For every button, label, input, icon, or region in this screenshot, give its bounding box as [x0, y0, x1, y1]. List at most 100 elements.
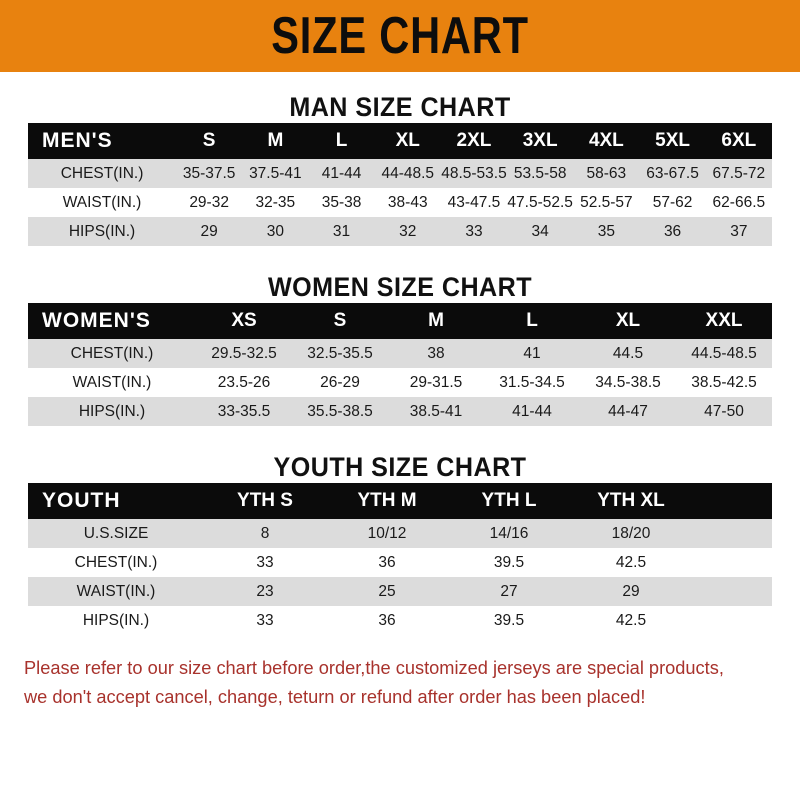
cell: 29-31.5: [409, 373, 463, 391]
section-youth: YOUTH SIZE CHART YOUTH YTH S YTH M YTH L…: [0, 452, 800, 642]
cell: 39.5: [493, 553, 525, 571]
cell: 31: [332, 222, 351, 240]
man-col-header: XL: [395, 130, 420, 151]
youth-table-body: YOUTH YTH S YTH M YTH L YTH XL U.S.SIZE …: [28, 483, 772, 635]
women-col-header: XXL: [705, 310, 743, 331]
row-label: WAIST(IN.): [76, 582, 156, 600]
size-chart-body: MAN SIZE CHART MEN'S S M L XL 2XL 3XL 4X…: [0, 92, 800, 711]
cell: 23: [256, 582, 274, 600]
youth-table-bottom-strip: [28, 635, 772, 642]
women-table-body: WOMEN'S XS S M L XL XXL CHEST(IN.) 29.5-…: [28, 303, 772, 426]
man-col-header: L: [335, 130, 348, 151]
cell: 35.5-38.5: [307, 402, 373, 420]
cell: 23.5-26: [217, 373, 271, 391]
table-row: WAIST(IN.) 29-32 32-35 35-38 38-43 43-47…: [28, 188, 772, 217]
cell: 41: [523, 344, 541, 362]
row-label: HIPS(IN.): [82, 611, 150, 629]
man-table-body: MEN'S S M L XL 2XL 3XL 4XL 5XL 6XL CHEST…: [28, 123, 772, 246]
cell-spacer: [692, 519, 772, 548]
youth-corner-label: YOUTH: [42, 489, 121, 512]
cell: 29: [622, 582, 640, 600]
row-label: WAIST(IN.): [72, 373, 152, 391]
cell: 38: [427, 344, 445, 362]
cell: 43-47.5: [447, 193, 501, 211]
cell: 36: [378, 553, 396, 571]
cell: 53.5-58: [513, 164, 567, 182]
cell: 39.5: [493, 611, 525, 629]
table-row: CHEST(IN.) 33 36 39.5 42.5: [28, 548, 772, 577]
cell: 52.5-57: [580, 193, 633, 211]
cell: 33: [256, 553, 274, 571]
cell: 33: [256, 611, 274, 629]
cell-spacer: [692, 606, 772, 635]
cell: 35-37.5: [182, 164, 236, 182]
footer-line-1: Please refer to our size chart before or…: [24, 657, 724, 678]
women-col-header: L: [526, 310, 538, 331]
man-col-header: M: [267, 130, 284, 151]
youth-col-header: YTH M: [357, 490, 417, 511]
man-col-header: 5XL: [655, 130, 690, 151]
cell: 31.5-34.5: [499, 373, 565, 391]
section-title-man: MAN SIZE CHART: [289, 92, 511, 122]
row-label: CHEST(IN.): [74, 553, 158, 571]
cell: 35: [597, 222, 615, 240]
table-row: U.S.SIZE 8 10/12 14/16 18/20: [28, 519, 772, 548]
row-label: WAIST(IN.): [62, 193, 142, 211]
page-title: SIZE CHART: [271, 7, 529, 65]
table-row: WAIST(IN.) 23.5-26 26-29 29-31.5 31.5-34…: [28, 368, 772, 397]
youth-col-header: YTH XL: [597, 490, 665, 511]
man-table-bottom-strip: [28, 246, 772, 253]
cell: 57-62: [652, 193, 693, 211]
section-man: MAN SIZE CHART MEN'S S M L XL 2XL 3XL 4X…: [0, 92, 800, 253]
women-table-bottom-strip: [28, 426, 772, 433]
cell: 10/12: [367, 524, 407, 542]
row-label: CHEST(IN.): [70, 344, 154, 362]
cell: 33: [465, 222, 483, 240]
cell: 37: [730, 222, 748, 240]
cell: 47.5-52.5: [507, 193, 573, 211]
cell: 63-67.5: [646, 164, 699, 182]
cell: 62-66.5: [712, 193, 766, 211]
cell: 42.5: [615, 611, 647, 629]
women-col-header: XS: [231, 310, 257, 331]
cell: 44.5: [612, 344, 644, 362]
cell: 29.5-32.5: [211, 344, 277, 362]
women-col-header: XL: [615, 310, 641, 331]
cell: 67.5-72: [712, 164, 766, 182]
man-header-row: MEN'S S M L XL 2XL 3XL 4XL 5XL 6XL: [28, 123, 772, 159]
cell: 35-38: [321, 193, 362, 211]
women-header-row: WOMEN'S XS S M L XL XXL: [28, 303, 772, 339]
table-row: WAIST(IN.) 23 25 27 29: [28, 577, 772, 606]
cell: 33-35.5: [217, 402, 271, 420]
man-col-header: S: [202, 130, 216, 151]
cell: 18/20: [611, 524, 651, 542]
table-row: CHEST(IN.) 29.5-32.5 32.5-35.5 38 41 44.…: [28, 339, 772, 368]
cell: 30: [266, 222, 284, 240]
row-label: U.S.SIZE: [83, 524, 149, 542]
cell-spacer: [692, 548, 772, 577]
cell: 44.5-48.5: [691, 344, 757, 362]
footer-line-2: we don't accept cancel, change, teturn o…: [24, 685, 646, 707]
cell: 25: [378, 582, 396, 600]
page-banner: SIZE CHART: [0, 0, 800, 72]
table-row: CHEST(IN.) 35-37.5 37.5-41 41-44 44-48.5…: [28, 159, 772, 188]
cell: 58-63: [586, 164, 627, 182]
cell: 34: [531, 222, 549, 240]
cell: 44-47: [608, 402, 648, 420]
cell: 29-32: [189, 193, 229, 211]
man-corner-label: MEN'S: [42, 129, 113, 152]
cell: 41-44: [512, 402, 552, 420]
section-title-women: WOMEN SIZE CHART: [267, 272, 533, 302]
cell: 14/16: [489, 524, 529, 542]
cell: 36: [663, 222, 682, 240]
cell: 36: [378, 611, 396, 629]
cell: 29: [200, 222, 218, 240]
cell: 32-35: [255, 193, 296, 211]
cell: 38.5-42.5: [691, 373, 757, 391]
cell: 41-44: [321, 164, 362, 182]
cell: 38.5-41: [409, 402, 463, 420]
cell: 38-43: [387, 193, 428, 211]
cell: 47-50: [704, 402, 744, 420]
footer-disclaimer: Please refer to our size chart before or…: [24, 642, 776, 711]
women-corner-label: WOMEN'S: [42, 309, 151, 332]
